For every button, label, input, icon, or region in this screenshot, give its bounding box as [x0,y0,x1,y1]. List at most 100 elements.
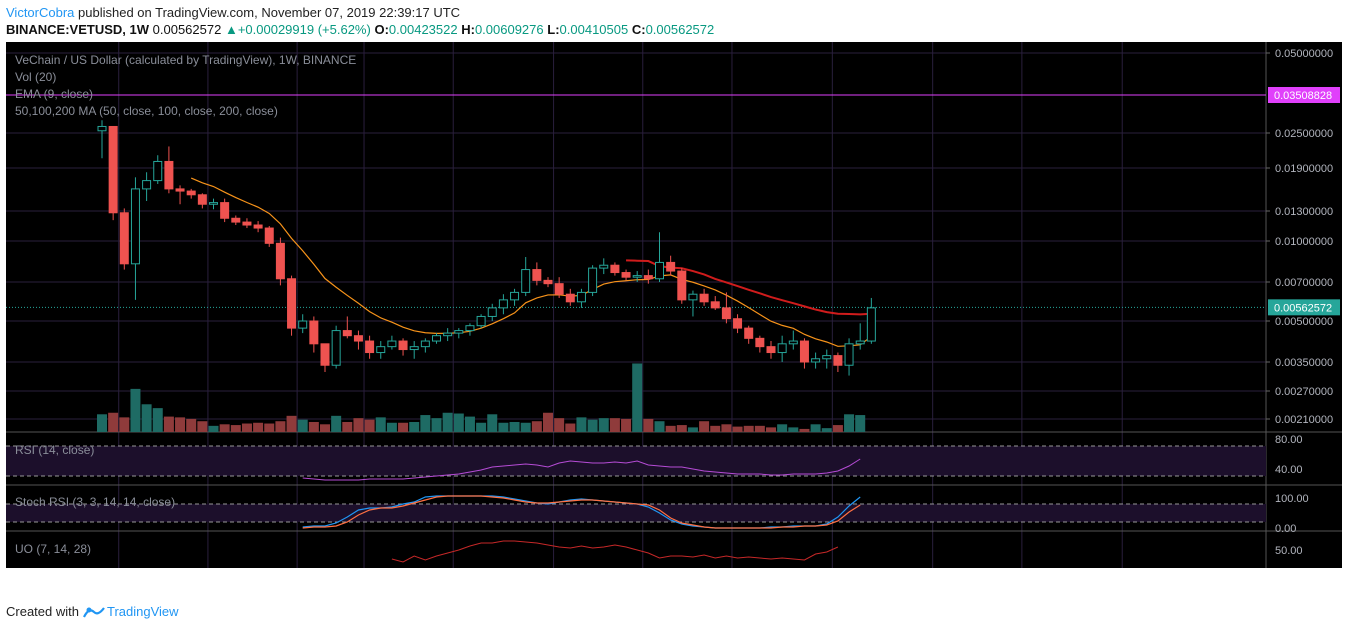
candle-body [376,346,386,354]
close-label: C: [631,22,646,37]
volume-bar [431,418,442,432]
candle-body [420,340,430,348]
volume-bar [554,418,565,432]
candle-body [130,188,140,265]
rsi-pane [6,445,1266,481]
candle-body [409,346,419,351]
candle-body [811,358,821,363]
volume-bar [175,417,186,432]
candle-body [632,275,642,278]
candles[interactable] [97,120,876,376]
candle-body [833,355,843,366]
candle-body [320,343,330,366]
candle-body [253,224,263,229]
volume-bar [799,428,810,432]
legend-ema: EMA (9, close) [15,87,93,101]
legend-rsi: RSI (14, close) [15,443,94,457]
volume-bar [275,421,286,432]
volume-bar [186,418,197,432]
candle-body [220,202,230,219]
open-label: O: [374,22,389,37]
last-price-tag [1268,299,1340,316]
volume-bar [464,416,475,432]
candle-body [298,320,308,329]
volume-bar [576,417,587,432]
volume-bar [520,422,531,432]
indicator-tick-label: 100.00 [1275,493,1309,505]
legend-uo: UO (7, 14, 28) [15,542,91,556]
volume-bar [453,413,464,432]
volume-bar [598,418,609,432]
volume-bar [197,421,208,432]
published-text: published on TradingView.com, November 0… [74,5,461,20]
volume-bar [476,422,487,432]
volume-bar [442,412,453,432]
candle-body [97,125,107,132]
candle-body [543,279,553,285]
indicator-tick-label: 80.00 [1275,434,1303,446]
volume-bar [777,424,788,432]
candle-body [398,340,408,351]
last-price-label: 0.00562572 [1274,302,1332,314]
volume-bar [308,421,319,432]
price-tick-label: 0.01300000 [1275,206,1333,218]
rsi-line [302,458,861,481]
indicator-tick-label: 0.00 [1275,523,1296,535]
legend-stoch-rsi: Stoch RSI (3, 3, 14, 14, close) [15,495,175,509]
ohlc-bar: BINANCE:VETUSD, 1W 0.00562572 ▲+0.000299… [6,21,714,39]
volume-bar [643,418,654,432]
candle-body [666,261,676,272]
candle-body [710,301,720,309]
candle-body [733,318,743,329]
author-link[interactable]: VictorCobra [6,5,75,20]
price-tick-label: 0.00500000 [1275,316,1333,328]
indicator-tick-label: 40.00 [1275,464,1303,476]
price-axis[interactable]: 0.05000000 0.02500000 0.01900000 0.01300000… [1266,48,1340,557]
candle-body [688,293,698,301]
volume-bar [743,425,754,432]
price-tick-label: 0.02500000 [1275,128,1333,140]
symbol-label: BINANCE:VETUSD, 1W [6,22,150,37]
chart-area[interactable]: 0.05000000 0.02500000 0.01900000 0.01300000… [6,42,1342,568]
volume-bar [230,425,241,432]
candle-body [387,340,397,348]
candle-body [588,267,598,293]
volume-bar [754,425,765,432]
chart-background [6,42,1342,568]
candle-body [721,307,731,320]
price-tick-label: 0.00210000 [1275,414,1333,426]
candle-body [175,188,185,192]
volume-bar [409,421,420,432]
candle-body [264,227,274,244]
candle-body [209,202,218,205]
candle-body [744,327,754,339]
volume-bar [487,414,498,432]
candle-body [142,180,152,190]
volume-bar [97,414,107,432]
candle-body [554,283,564,295]
volume-bar [732,426,743,432]
candle-body [331,330,341,366]
candle-body [487,307,497,317]
candle-body [353,335,363,342]
ema-line [190,177,872,347]
tradingview-logo[interactable]: TradingView [83,604,179,619]
candle-body [621,272,631,278]
price-tick-label: 0.01900000 [1275,163,1333,175]
candle-body [766,346,776,354]
candle-body [655,261,664,280]
candle-body [454,330,464,334]
stoch-rsi-pane [6,495,1266,529]
volume-bar [353,418,364,432]
price-tick-label: 0.00700000 [1275,277,1333,289]
volume-bar [141,404,152,432]
candle-body [242,221,252,226]
volume-bar [721,424,732,432]
candle-body [521,269,531,293]
candle-body [565,293,575,303]
volume-bar [241,423,252,432]
price-tick-label: 0.00270000 [1275,386,1333,398]
volume-bar [420,415,431,432]
candle-body [309,320,319,345]
price-change: +0.00029919 (+5.62%) [237,22,371,37]
